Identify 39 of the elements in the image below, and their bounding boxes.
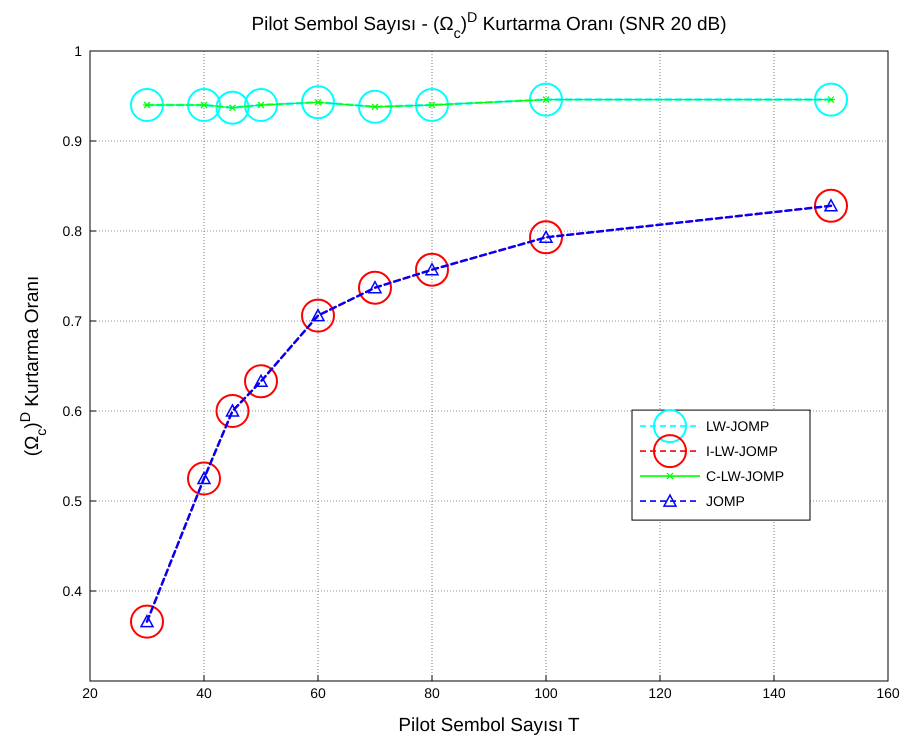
point	[244, 364, 278, 398]
legend-label: I-LW-JOMP	[706, 443, 778, 460]
point	[216, 394, 250, 428]
x-tick-label: 140	[762, 685, 786, 701]
y-tick-label: 0.7	[62, 313, 82, 329]
legend-label: JOMP	[706, 493, 745, 510]
x-tick-label: 160	[876, 685, 900, 701]
x-tick-label: 120	[648, 685, 672, 701]
point	[301, 298, 335, 333]
point	[187, 462, 221, 496]
point	[301, 85, 335, 120]
y-tick-label: 0.6	[62, 403, 82, 419]
x-tick-label: 100	[534, 685, 558, 701]
x-axis-title: Pilot Sembol Sayısı T	[398, 715, 580, 736]
x-tick-label: 20	[82, 685, 98, 701]
point	[244, 88, 278, 122]
chart-title: Pilot Sembol Sayısı - (Ω$_{c}$)$^{D}$ Kurtarma Oranı (SNR 20 dB)	[251, 10, 727, 42]
point	[529, 220, 563, 254]
x-tick-label: 80	[424, 685, 440, 701]
point	[814, 188, 848, 223]
y-tick-label: 0.8	[62, 223, 82, 239]
x-tick-label: 40	[196, 685, 212, 701]
point	[358, 90, 392, 124]
y-tick-label: 0.5	[62, 493, 82, 509]
x-tick-label: 60	[310, 685, 326, 701]
point	[415, 252, 449, 287]
point	[358, 270, 392, 305]
legend-label: LW-JOMP	[706, 418, 770, 434]
point	[130, 88, 164, 122]
legend-label: C-LW-JOMP	[706, 468, 784, 484]
point	[814, 82, 848, 117]
y-tick-label: 1	[74, 43, 82, 59]
y-tick-label: 0.4	[62, 583, 82, 599]
point	[529, 82, 563, 117]
point	[187, 88, 221, 122]
point	[130, 604, 164, 639]
y-tick-label: 0.9	[62, 133, 82, 149]
point	[415, 88, 449, 122]
point	[216, 90, 250, 125]
